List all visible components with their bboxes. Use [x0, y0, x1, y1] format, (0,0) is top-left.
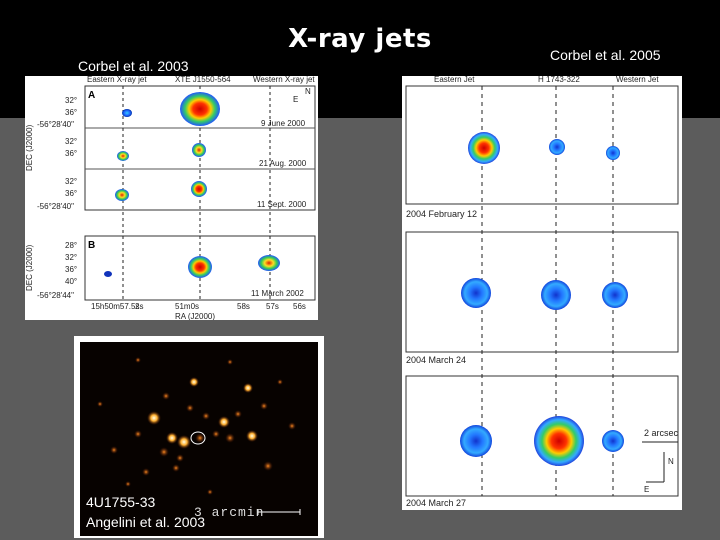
compass-n-left: N — [305, 87, 311, 96]
ra-tick: 57s — [266, 302, 279, 311]
source-blob — [188, 256, 212, 278]
source-blob — [549, 139, 565, 155]
east-jet-blob — [461, 278, 491, 308]
east-jet-blob — [468, 132, 500, 164]
right-header-east: Eastern Jet — [434, 76, 475, 84]
y-axis-label: DEC (J2000) — [25, 124, 34, 171]
left-header-west: Western X-ray jet — [253, 76, 315, 84]
dec-tick: -56°28'40" — [37, 120, 74, 129]
x-axis-label: RA (J2000) — [175, 312, 215, 320]
ra-tick: 15h50m57.5s — [91, 302, 139, 311]
xray-citation: Angelini et al. 2003 — [86, 514, 206, 530]
right-header-west: Western Jet — [616, 76, 659, 84]
xray-image-panel: 3 arcmin 4U1755-33 Angelini et al. 2003 — [74, 336, 324, 538]
east-jet-blob — [460, 425, 492, 457]
slide-title: X-ray jets — [288, 24, 432, 54]
left-header-east: Eastern X-ray jet — [87, 76, 147, 84]
left-date: 21 Aug. 2000 — [259, 159, 307, 168]
west-jet-blob — [602, 282, 628, 308]
compass-e-left: E — [293, 95, 298, 104]
dec-tick: 36° — [65, 265, 77, 274]
xray-sources — [97, 357, 296, 495]
xray-image: 3 arcmin — [80, 342, 318, 536]
dec-tick: 32° — [65, 137, 77, 146]
right-header-source: H 1743-322 — [538, 76, 580, 84]
source-blob — [180, 92, 220, 126]
panel-a-label: A — [88, 90, 95, 101]
source-circle-marker — [190, 431, 206, 445]
east-jet-blob — [117, 151, 129, 161]
right-date: 2004 February 12 — [406, 209, 477, 219]
left-date: 9 June 2000 — [261, 119, 306, 128]
west-jet-blob — [606, 146, 620, 160]
source-blob — [192, 143, 206, 157]
epoch-frame — [405, 85, 679, 205]
scale-label: 2 arcsec — [644, 428, 679, 438]
west-jet-blob — [258, 255, 280, 271]
source-blob — [541, 280, 571, 310]
citation-right: Corbel et al. 2005 — [550, 47, 661, 63]
right-date: 2004 March 27 — [406, 498, 466, 508]
east-jet-blob — [122, 109, 132, 117]
dec-tick: 32° — [65, 96, 77, 105]
source-label: 4U1755-33 — [86, 494, 156, 510]
dec-tick: -56°28'44" — [37, 291, 74, 300]
ra-tick: 2s — [135, 302, 143, 311]
ra-tick: 58s — [237, 302, 250, 311]
left-date: 11 March 2002 — [251, 289, 304, 298]
y-axis-label: DEC (J2000) — [25, 244, 34, 291]
source-blob — [191, 181, 207, 197]
citation-left: Corbel et al. 2003 — [78, 58, 189, 74]
east-jet-blob — [104, 271, 112, 277]
ra-tick: 51m0s — [175, 302, 199, 311]
dec-tick: 36° — [65, 189, 77, 198]
panel-b-label: B — [88, 240, 95, 251]
scale-label: 3 arcmin — [194, 505, 264, 520]
dec-tick: 40° — [65, 277, 77, 286]
compass-e: E — [644, 485, 649, 494]
left-header-source: XTE J1550-564 — [175, 76, 231, 84]
east-jet-blob — [115, 189, 129, 201]
ra-tick: 56s — [293, 302, 306, 311]
dec-tick: 36° — [65, 149, 77, 158]
left-date: 11 Sept. 2000 — [257, 200, 307, 209]
right-jet-figure: Eastern Jet H 1743-322 Western Jet 2004 … — [402, 75, 682, 510]
left-jet-figure: Eastern X-ray jet XTE J1550-564 Western … — [25, 76, 318, 320]
source-blob — [534, 416, 584, 466]
compass-n: N — [668, 457, 674, 466]
dec-tick: 36° — [65, 108, 77, 117]
right-date: 2004 March 24 — [406, 355, 466, 365]
west-jet-blob — [602, 430, 624, 452]
dec-tick: 32° — [65, 177, 77, 186]
dec-tick: 32° — [65, 253, 77, 262]
dec-tick: -56°28'40" — [37, 202, 74, 211]
dec-tick: 28° — [65, 241, 77, 250]
